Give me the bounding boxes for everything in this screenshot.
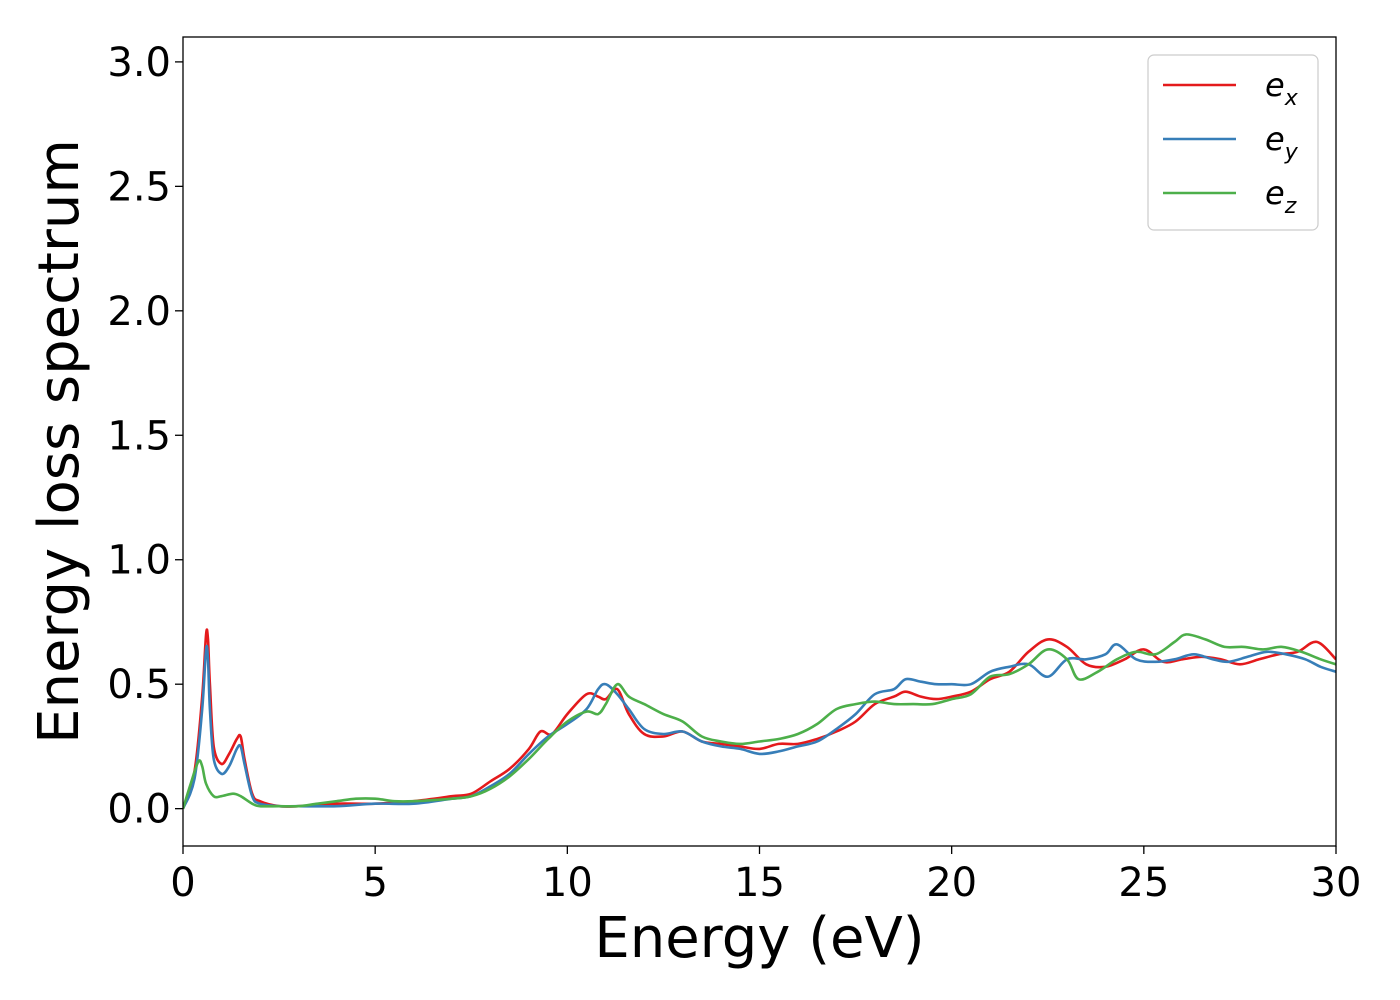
y-tick-label: 2.0	[107, 289, 171, 335]
y-tick-label: 2.5	[107, 164, 171, 210]
y-tick-label: 1.0	[107, 538, 171, 584]
series-layer	[183, 628, 1336, 810]
x-tick-label: 25	[1118, 860, 1169, 906]
x-tick-label: 0	[170, 860, 195, 906]
y-tick-label: 0.0	[107, 787, 171, 833]
y-tick-label: 3.0	[107, 40, 171, 86]
x-tick-label: 20	[926, 860, 977, 906]
legend-box	[1147, 54, 1319, 231]
legend-label-sub: x	[1284, 86, 1299, 111]
series-line-e-x	[183, 628, 1336, 810]
y-tick-label: 0.5	[107, 662, 171, 708]
series-line-e-y	[183, 643, 1336, 810]
legend-label-sub: y	[1284, 140, 1299, 165]
legend-label-base: e	[1265, 174, 1285, 212]
legend-label-x: ex	[1265, 66, 1299, 111]
series-line-e-z	[183, 633, 1336, 810]
legend-label-base: e	[1265, 66, 1285, 104]
y-tick-label: 1.5	[107, 413, 171, 459]
legend-label-base: e	[1265, 120, 1285, 158]
x-axis-ticks: 0 5 10 15 20 25 30	[170, 846, 1361, 906]
y-axis-ticks: 0.0 0.5 1.0 1.5 2.0 2.5 3.0	[107, 40, 183, 833]
y-axis-title: Energy loss spectrum	[27, 139, 92, 744]
x-axis-title: Energy (eV)	[594, 906, 924, 971]
x-tick-label: 10	[542, 860, 593, 906]
x-tick-label: 30	[1311, 860, 1362, 906]
x-tick-label: 5	[362, 860, 387, 906]
legend-label-z: ez	[1265, 174, 1297, 219]
legend-label-sub: z	[1284, 194, 1297, 219]
x-tick-label: 15	[734, 860, 785, 906]
legend-label-y: ey	[1265, 120, 1299, 165]
